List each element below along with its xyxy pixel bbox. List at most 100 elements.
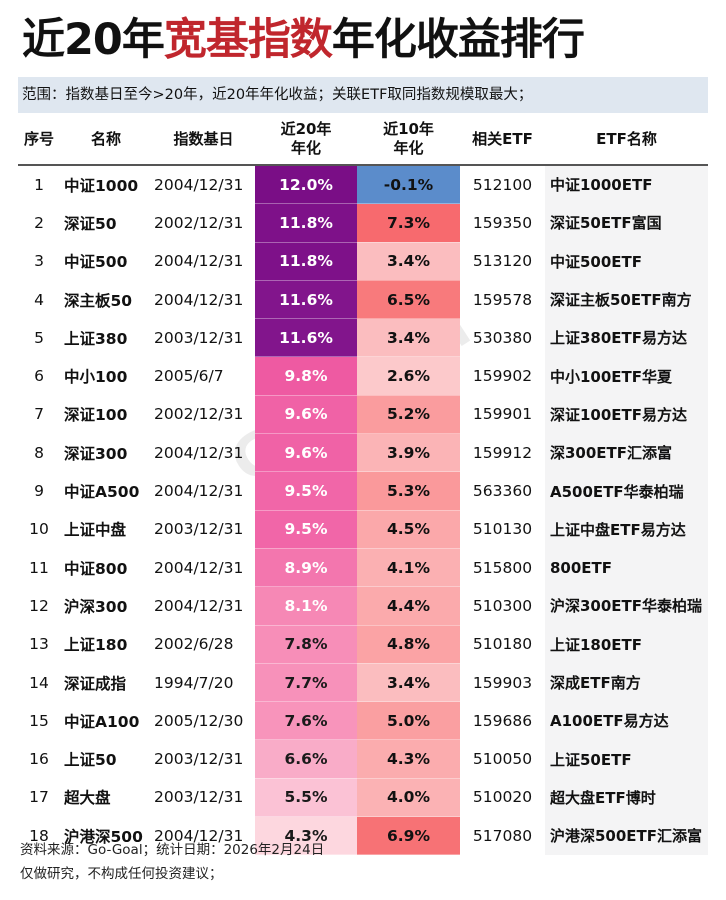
r10-line2: 年化 bbox=[393, 139, 424, 157]
r20-line1: 近20年 bbox=[280, 120, 332, 138]
base-date: 2002/12/31 bbox=[154, 405, 244, 424]
title-highlight: 宽基指数 bbox=[163, 15, 333, 65]
table-row: 5 上证380 2003/12/31 11.6% 3.4% 530380 上证380ETF易… bbox=[18, 318, 708, 358]
return-10y: 4.3% bbox=[357, 739, 460, 779]
return-20y: 4.3% bbox=[255, 816, 357, 856]
table-row: 15 中证A100 2005/12/30 7.6% 5.0% 159686 A100ETF易… bbox=[18, 701, 708, 741]
etf-code: 159901 bbox=[472, 405, 533, 424]
etf-name: 沪港深500ETF汇添富 bbox=[545, 816, 708, 855]
base-date: 2004/12/31 bbox=[154, 175, 244, 194]
etf-code: 159902 bbox=[472, 367, 533, 386]
page-title: 近20年宽基指数年化收益排行 bbox=[22, 10, 585, 70]
table-row: 18 沪港深500 2004/12/31 4.3% 6.9% 517080 沪港深500ET… bbox=[18, 816, 708, 856]
row-index: 16 bbox=[29, 750, 49, 769]
base-date: 2002/12/31 bbox=[154, 213, 244, 232]
row-index: 7 bbox=[34, 405, 44, 424]
etf-code: 159578 bbox=[472, 290, 533, 309]
return-10y: 4.1% bbox=[357, 548, 460, 588]
row-index: 11 bbox=[29, 558, 49, 577]
return-20y: 7.7% bbox=[255, 663, 357, 703]
table-row: 11 中证800 2004/12/31 8.9% 4.1% 515800 800ETF bbox=[18, 548, 708, 588]
base-date: 2004/12/31 bbox=[154, 290, 244, 309]
etf-name: 超大盘ETF博时 bbox=[545, 778, 708, 817]
row-index: 3 bbox=[34, 252, 44, 271]
row-index: 17 bbox=[29, 788, 49, 807]
col-header-r10: 近10年 年化 bbox=[357, 114, 460, 166]
return-10y: 5.2% bbox=[357, 395, 460, 435]
etf-name: 中证500ETF bbox=[545, 242, 708, 281]
base-date: 2004/12/31 bbox=[154, 596, 244, 615]
etf-name: 上证180ETF bbox=[545, 625, 708, 664]
title-suffix: 年化收益排行 bbox=[331, 15, 585, 65]
base-date: 2005/6/7 bbox=[154, 367, 224, 386]
index-name: 沪港深500 bbox=[64, 827, 143, 846]
base-date: 2003/12/31 bbox=[154, 520, 244, 539]
row-index: 8 bbox=[34, 443, 44, 462]
table-row: 8 深证300 2004/12/31 9.6% 3.9% 159912 深300ETF汇添富 bbox=[18, 433, 708, 473]
return-20y: 5.5% bbox=[255, 778, 357, 818]
base-date: 2004/12/31 bbox=[154, 443, 244, 462]
return-20y: 7.8% bbox=[255, 625, 357, 664]
etf-code: 512100 bbox=[472, 175, 533, 194]
index-name: 深主板50 bbox=[64, 291, 133, 310]
return-10y: 3.4% bbox=[357, 318, 460, 358]
title-prefix: 近20年 bbox=[22, 15, 165, 65]
scope-note: 范围：指数基日至今>20年，近20年年化收益；关联ETF取同指数规模取最大； bbox=[18, 77, 708, 113]
table-row: 17 超大盘 2003/12/31 5.5% 4.0% 510020 超大盘ETF博时 bbox=[18, 778, 708, 818]
return-20y: 9.5% bbox=[255, 510, 357, 549]
return-10y: 5.3% bbox=[357, 471, 460, 511]
return-10y: 3.4% bbox=[357, 242, 460, 281]
base-date: 2003/12/31 bbox=[154, 750, 244, 769]
base-date: 2004/12/31 bbox=[154, 826, 244, 845]
return-10y: 4.5% bbox=[357, 510, 460, 549]
col-header-base-date: 指数基日 bbox=[152, 114, 255, 166]
table-row: 16 上证50 2003/12/31 6.6% 4.3% 510050 上证50ETF bbox=[18, 739, 708, 779]
etf-name: 上证380ETF易方达 bbox=[545, 318, 708, 357]
return-10y: -0.1% bbox=[357, 165, 460, 205]
index-name: 中证1000 bbox=[64, 176, 139, 195]
etf-code: 515800 bbox=[472, 558, 533, 577]
col-header-name: 名称 bbox=[60, 114, 152, 166]
index-name: 深证300 bbox=[64, 444, 128, 463]
row-index: 2 bbox=[34, 213, 44, 232]
base-date: 2004/12/31 bbox=[154, 252, 244, 271]
table-row: 13 上证180 2002/6/28 7.8% 4.8% 510180 上证180ETF bbox=[18, 625, 708, 664]
etf-name: 中证1000ETF bbox=[545, 165, 708, 204]
return-20y: 9.8% bbox=[255, 356, 357, 396]
index-name: 中小100 bbox=[64, 368, 128, 387]
etf-name: 深证50ETF富国 bbox=[545, 203, 708, 243]
index-name: 上证180 bbox=[64, 636, 128, 655]
index-name: 中证A500 bbox=[64, 483, 140, 502]
index-name: 上证380 bbox=[64, 329, 128, 348]
return-20y: 6.6% bbox=[255, 739, 357, 779]
index-name: 中证500 bbox=[64, 253, 128, 272]
return-10y: 6.9% bbox=[357, 816, 460, 856]
table-row: 3 中证500 2004/12/31 11.8% 3.4% 513120 中证500ETF bbox=[18, 242, 708, 281]
table-row: 7 深证100 2002/12/31 9.6% 5.2% 159901 深证100ETF易方… bbox=[18, 395, 708, 435]
row-index: 4 bbox=[34, 290, 44, 309]
return-10y: 4.8% bbox=[357, 625, 460, 664]
index-name: 上证50 bbox=[64, 751, 117, 770]
row-index: 13 bbox=[29, 635, 49, 654]
col-header-idx: 序号 bbox=[18, 114, 60, 166]
index-name: 深证50 bbox=[64, 214, 117, 233]
etf-name: A500ETF华泰柏瑞 bbox=[545, 471, 708, 511]
row-index: 14 bbox=[29, 673, 49, 692]
etf-code: 510050 bbox=[472, 750, 533, 769]
return-20y: 8.9% bbox=[255, 548, 357, 588]
etf-code: 510130 bbox=[472, 520, 533, 539]
etf-code: 159912 bbox=[472, 443, 533, 462]
etf-name: 上证中盘ETF易方达 bbox=[545, 510, 708, 549]
return-20y: 12.0% bbox=[255, 165, 357, 205]
return-20y: 8.1% bbox=[255, 586, 357, 626]
row-index: 15 bbox=[29, 711, 49, 730]
table-row: 1 中证1000 2004/12/31 12.0% -0.1% 512100 中证1000E… bbox=[18, 165, 708, 205]
index-name: 沪深300 bbox=[64, 597, 128, 616]
col-header-r20: 近20年 年化 bbox=[255, 114, 357, 166]
index-name: 深证100 bbox=[64, 406, 128, 425]
base-date: 2004/12/31 bbox=[154, 558, 244, 577]
base-date: 2003/12/31 bbox=[154, 328, 244, 347]
row-index: 1 bbox=[34, 175, 44, 194]
return-10y: 4.4% bbox=[357, 586, 460, 626]
return-10y: 3.4% bbox=[357, 663, 460, 703]
